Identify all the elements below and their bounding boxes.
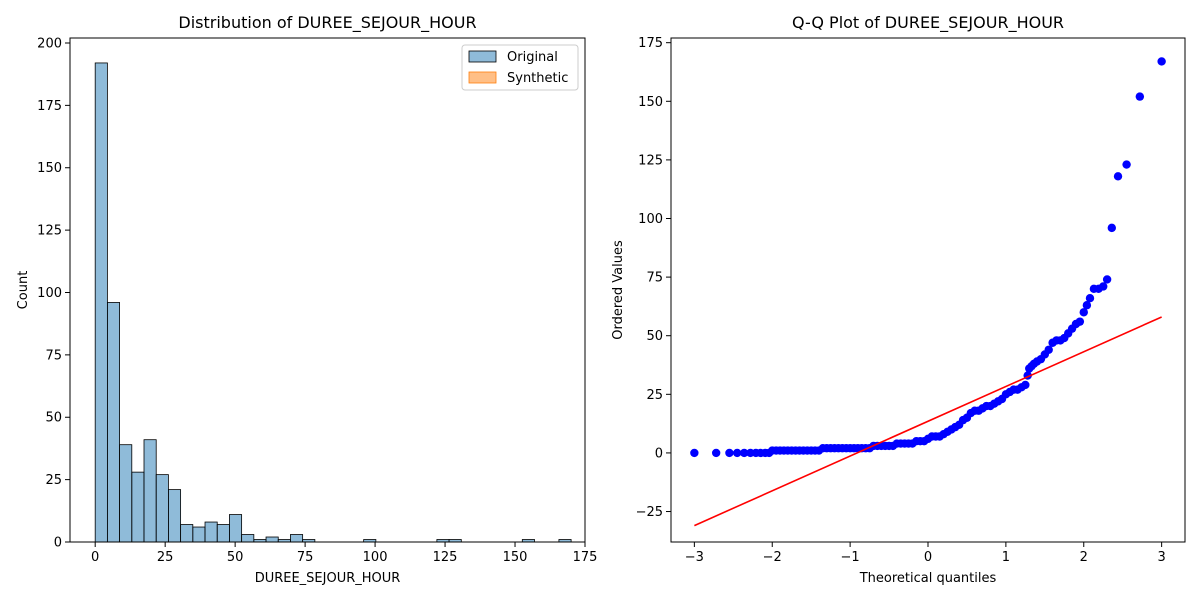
qq-point [1102, 275, 1112, 284]
histogram-bar [241, 534, 255, 543]
y-tick-label: 25 [646, 388, 663, 403]
x-tick-label: 50 [227, 550, 244, 565]
histogram-bar [265, 536, 279, 543]
histogram-bar [290, 534, 304, 543]
histogram-title: Distribution of DUREE_SEJOUR_HOUR [178, 13, 476, 33]
x-tick-label: 1 [1002, 550, 1010, 565]
qq-x-label: Theoretical quantiles [859, 571, 997, 586]
histogram-axes-frame [69, 37, 586, 543]
histogram-bar [143, 439, 157, 543]
legend-label-synthetic: Synthetic [507, 71, 568, 86]
qq-fit-line-path [694, 316, 1162, 527]
x-tick-label: 125 [433, 550, 458, 565]
histogram-bar [204, 521, 218, 543]
histogram-bars [94, 62, 572, 543]
qq-point [1021, 380, 1030, 390]
qq-point [1082, 301, 1092, 310]
histogram-bar [180, 524, 194, 543]
y-tick-label: 150 [37, 161, 62, 176]
qq-point [1044, 345, 1053, 354]
qq-point [1107, 223, 1116, 233]
qq-point [1122, 160, 1131, 169]
histogram-bar [106, 302, 120, 543]
qq-point [740, 448, 749, 458]
histogram-legend: Original Synthetic [461, 44, 579, 91]
x-tick-label: 3 [1157, 550, 1165, 565]
qq-fit-line [694, 316, 1162, 527]
qq-point [1099, 282, 1108, 291]
histogram-panel: Distribution of DUREE_SEJOUR_HOUR 0 25 50 7… [16, 13, 597, 586]
histogram-y-label: Count [16, 271, 31, 310]
histogram-bar [229, 514, 243, 543]
qq-point [1135, 92, 1145, 101]
x-tick-label: 2 [1080, 550, 1088, 565]
x-tick-label: −2 [763, 550, 782, 565]
x-tick-label: −3 [685, 550, 704, 565]
histogram-bar [216, 524, 230, 543]
histogram-bar [168, 489, 182, 543]
x-tick-label: 25 [157, 550, 174, 565]
y-tick-label: 25 [45, 473, 62, 488]
y-tick-label: 50 [45, 411, 62, 426]
histogram-x-label: DUREE_SEJOUR_HOUR [255, 571, 401, 586]
y-tick-label: 75 [646, 271, 663, 286]
y-tick-label: 125 [37, 224, 62, 239]
histogram-bar [192, 526, 206, 543]
x-tick-label: 75 [297, 550, 314, 565]
y-tick-label: 0 [54, 536, 62, 551]
qq-axes-frame [670, 37, 1186, 543]
qq-point [1079, 308, 1088, 317]
qq-point [732, 448, 742, 458]
legend-swatch-original [468, 50, 497, 63]
qq-y-label: Ordered Values [611, 240, 626, 340]
qq-panel: Q-Q Plot of DUREE_SEJOUR_HOUR −3 −2 −1 0 1 2 3… [611, 13, 1186, 586]
y-tick-label: 75 [45, 348, 62, 363]
qq-point [711, 448, 721, 458]
qq-title: Q-Q Plot of DUREE_SEJOUR_HOUR [792, 13, 1064, 33]
qq-point [1113, 172, 1123, 181]
histogram-x-ticks: 0 25 50 75 100 125 150 175 [91, 542, 597, 565]
y-tick-label: 125 [638, 153, 663, 168]
qq-y-ticks: −25 0 25 50 75 100 125 150 175 [636, 36, 671, 520]
histogram-bar [155, 474, 169, 543]
y-tick-label: −25 [636, 505, 663, 520]
qq-point [1157, 57, 1166, 66]
qq-point [1075, 317, 1085, 326]
qq-x-ticks: −3 −2 −1 0 1 2 3 [685, 542, 1166, 565]
x-tick-label: 100 [363, 550, 388, 565]
y-tick-label: 0 [655, 446, 663, 461]
legend-swatch-synthetic [468, 71, 497, 84]
x-tick-label: 0 [924, 550, 932, 565]
y-tick-label: 175 [37, 99, 62, 114]
x-tick-label: −1 [841, 550, 860, 565]
x-tick-label: 175 [573, 550, 598, 565]
qq-point [1085, 294, 1095, 303]
x-tick-label: 150 [503, 550, 528, 565]
y-tick-label: 200 [37, 36, 62, 51]
y-tick-label: 50 [646, 329, 663, 344]
y-tick-label: 100 [638, 212, 663, 227]
histogram-bar [131, 471, 145, 543]
histogram-y-ticks: 0 25 50 75 100 125 150 175 200 [37, 36, 70, 551]
y-tick-label: 150 [638, 95, 663, 110]
qq-point [690, 448, 699, 458]
legend-label-original: Original [507, 50, 558, 65]
x-tick-label: 0 [91, 550, 99, 565]
y-tick-label: 175 [638, 36, 663, 51]
y-tick-label: 100 [37, 286, 62, 301]
histogram-bar [94, 62, 108, 543]
histogram-bar [119, 444, 133, 543]
qq-point [725, 448, 734, 458]
